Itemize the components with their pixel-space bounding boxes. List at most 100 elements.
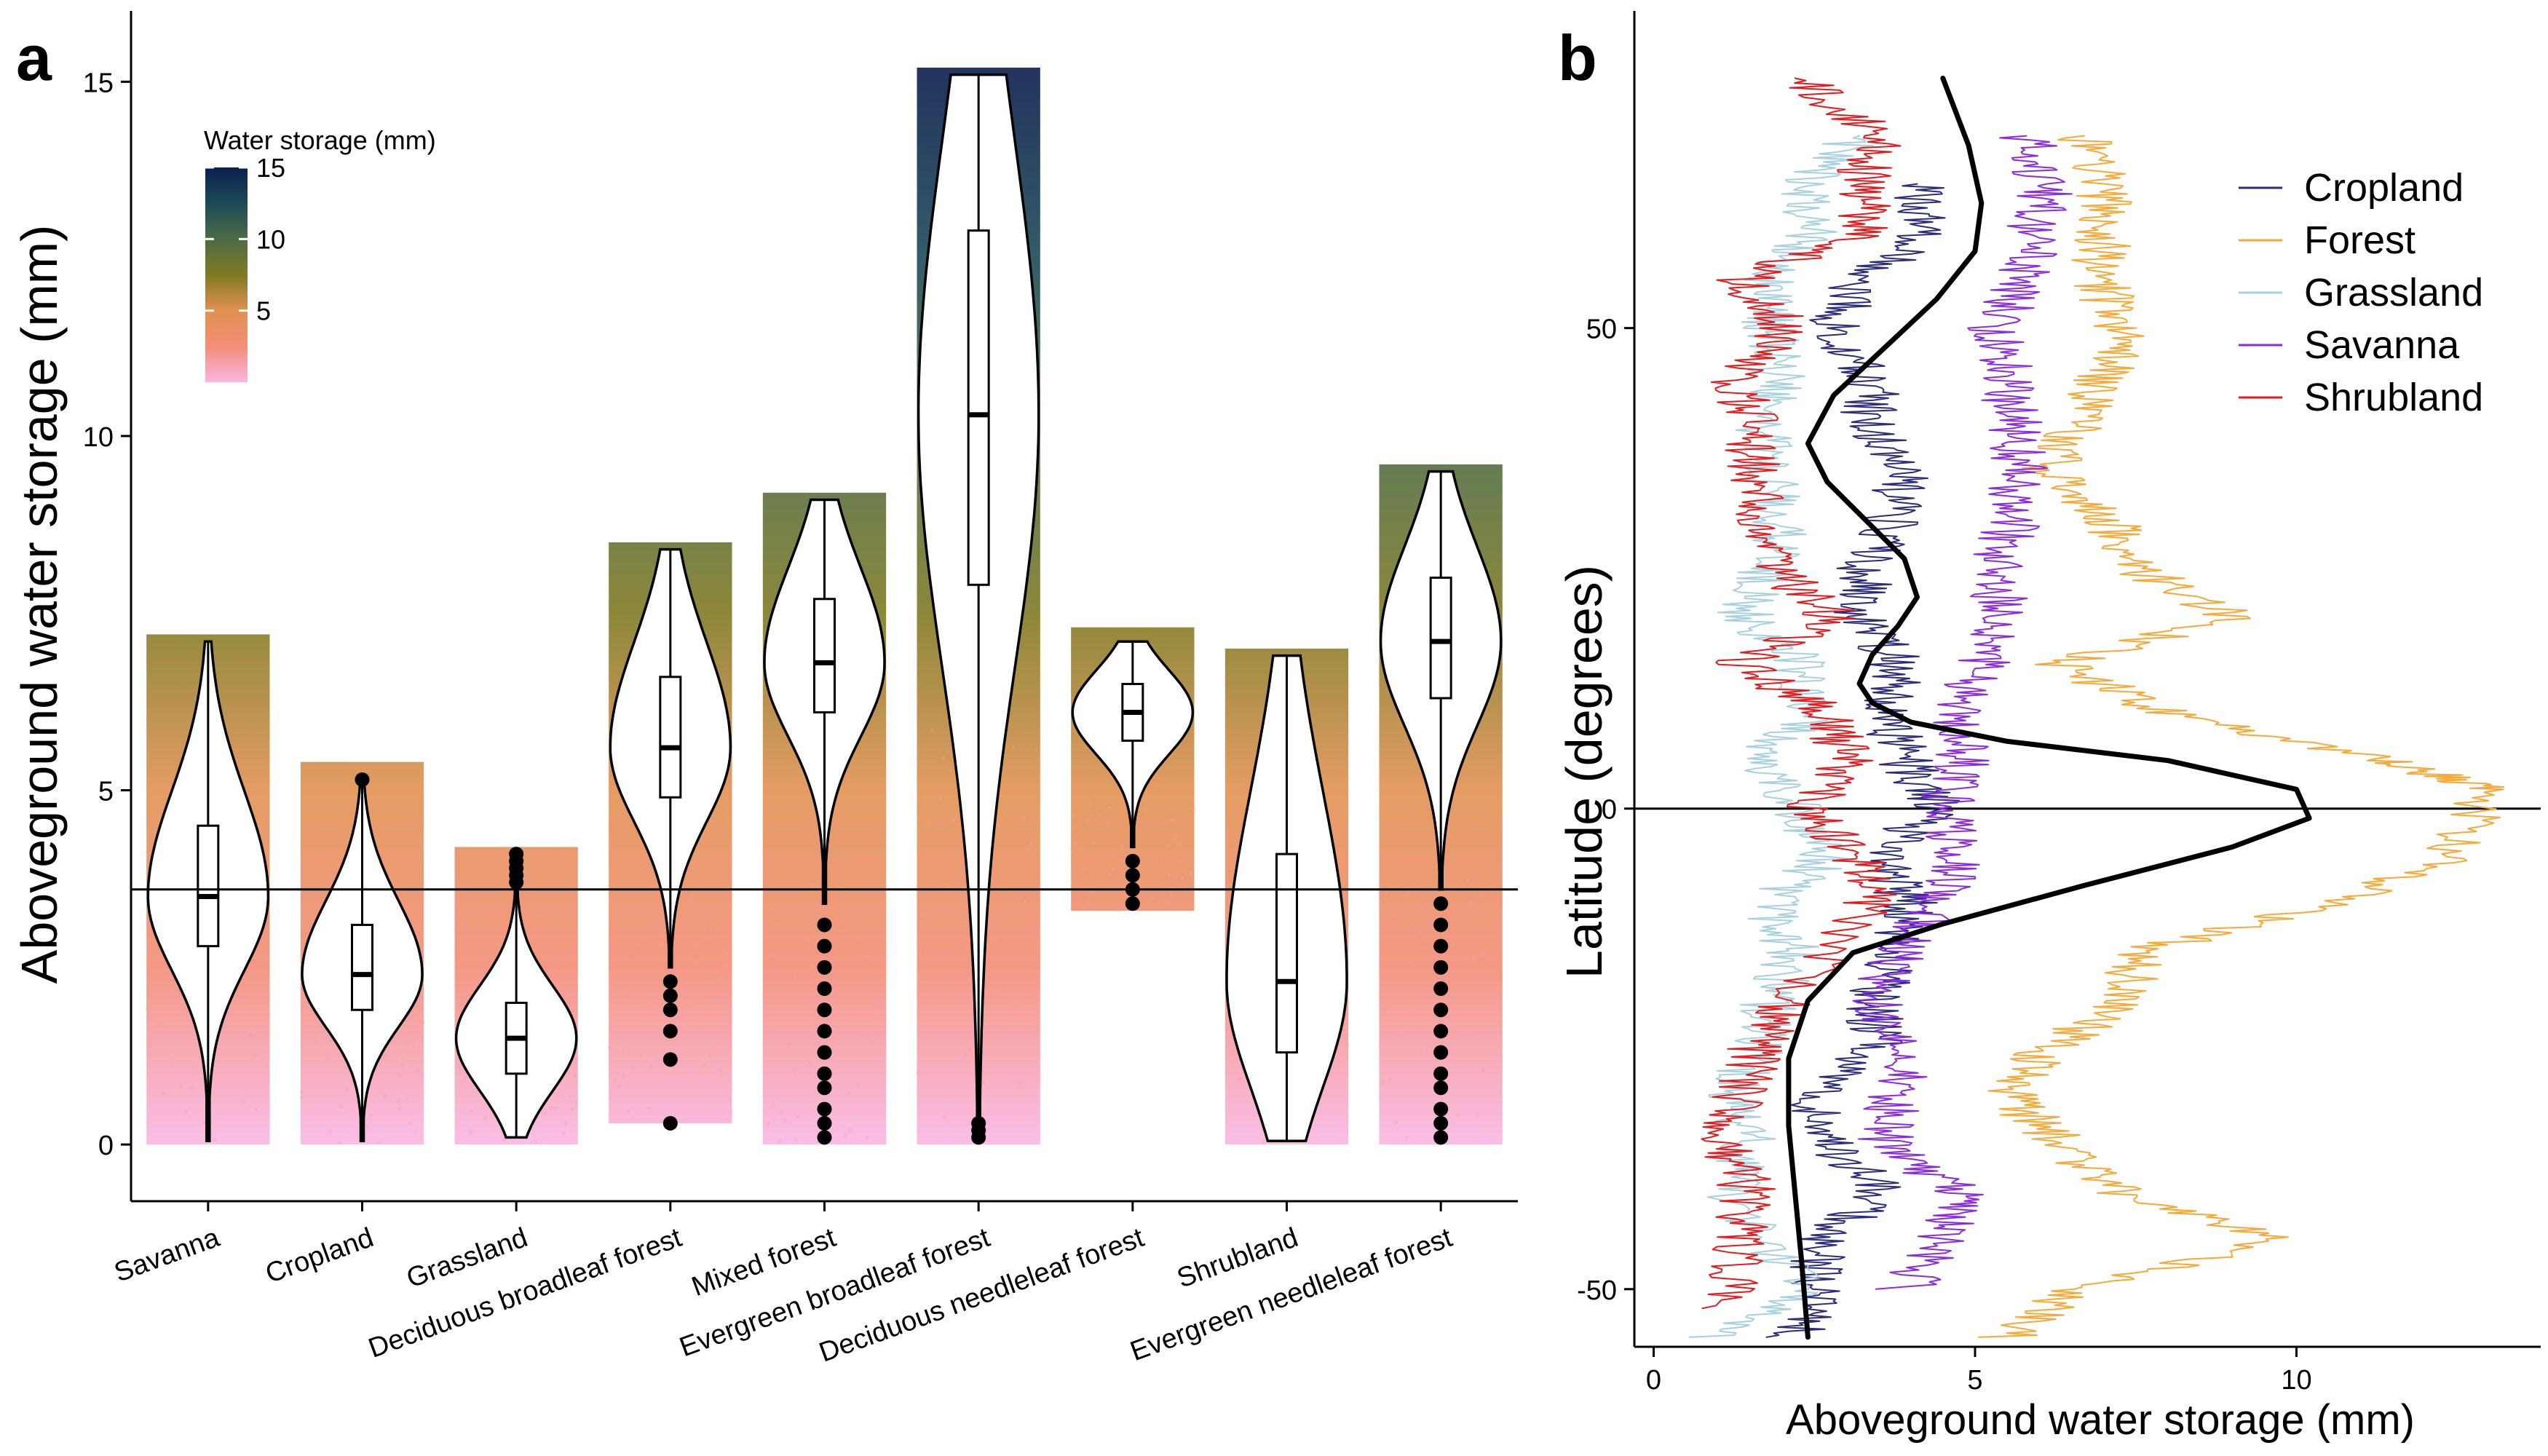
jitter-speck [938, 796, 943, 800]
jitter-speck [553, 1106, 558, 1110]
panel-b-x-tick-label: 10 [2281, 1365, 2311, 1396]
outlier-point [817, 1002, 832, 1018]
jitter-speck [1151, 897, 1155, 901]
outlier-point [817, 917, 832, 933]
jitter-speck [1467, 904, 1471, 909]
jitter-speck [793, 1070, 797, 1075]
jitter-speck [946, 884, 951, 888]
jitter-speck [338, 1141, 342, 1145]
jitter-speck [818, 906, 822, 911]
jitter-speck [1429, 1045, 1433, 1049]
jitter-speck [1238, 1077, 1242, 1081]
jitter-speck [158, 1000, 162, 1004]
panel-b-y-axis-title: Latitude (degrees) [1556, 565, 1613, 978]
jitter-speck [968, 975, 972, 979]
outlier-point [817, 1024, 832, 1039]
jitter-speck [1177, 861, 1182, 866]
jitter-speck [261, 1057, 265, 1061]
violin-group-deciduous-broadleaf-forest [607, 542, 733, 1131]
jitter-speck [997, 823, 1001, 828]
jitter-speck [1382, 1008, 1386, 1013]
jitter-speck [156, 1022, 160, 1026]
jitter-speck [299, 1090, 304, 1094]
jitter-speck [1481, 894, 1485, 898]
jitter-speck [919, 951, 923, 956]
violin-group-evergreen-needleleaf-forest [1378, 464, 1503, 1146]
jitter-speck [365, 1124, 370, 1128]
outlier-point [817, 938, 832, 954]
outlier-point [662, 1115, 678, 1131]
legend-tick-label: 10 [256, 224, 285, 254]
jitter-speck [1033, 990, 1037, 994]
outlier-point [817, 1115, 832, 1131]
jitter-speck [384, 1055, 388, 1059]
jitter-speck [1110, 868, 1115, 872]
jitter-speck [863, 954, 868, 959]
jitter-speck [1074, 843, 1078, 847]
jitter-speck [844, 1134, 848, 1139]
violin-group-cropland [299, 761, 426, 1145]
jitter-speck [708, 1054, 712, 1059]
jitter-speck [685, 1005, 689, 1010]
jitter-speck [1384, 891, 1388, 895]
jitter-speck [660, 933, 665, 938]
jitter-speck [1481, 954, 1486, 958]
jitter-speck [213, 1138, 217, 1142]
jitter-speck [563, 1122, 568, 1126]
outlier-point [817, 960, 832, 975]
jitter-speck [1085, 901, 1090, 905]
jitter-speck [994, 988, 999, 992]
outlier-point [817, 1080, 832, 1096]
outlier-point [1433, 1080, 1449, 1096]
jitter-speck [808, 1061, 812, 1065]
jitter-speck [368, 1113, 373, 1117]
jitter-speck [1029, 842, 1034, 846]
jitter-speck [534, 1139, 538, 1144]
legend-tick-label: 5 [256, 296, 271, 326]
panel-a-y-tick-label: 10 [83, 422, 114, 453]
jitter-speck [314, 1038, 319, 1042]
jitter-speck [617, 1085, 622, 1090]
jitter-speck [867, 1034, 871, 1039]
panel-a: a Aboveground water storage (mm) 051015 … [11, 11, 1518, 1369]
jitter-speck [165, 975, 170, 979]
jitter-speck [1345, 1044, 1350, 1048]
jitter-speck [463, 1076, 467, 1080]
outlier-point [1433, 1115, 1449, 1131]
jitter-speck [400, 1063, 405, 1067]
jitter-speck [689, 895, 694, 900]
jitter-speck [249, 1032, 253, 1037]
outlier-point [817, 1066, 832, 1081]
panel-a-y-tick-label: 0 [98, 1131, 114, 1161]
outlier-point [1433, 1002, 1449, 1018]
jitter-speck [1425, 1049, 1429, 1053]
jitter-speck [919, 911, 923, 916]
jitter-speck [813, 1032, 818, 1037]
jitter-speck [695, 958, 700, 962]
jitter-speck [794, 1138, 798, 1142]
jitter-speck [405, 1095, 409, 1099]
jitter-speck [1180, 877, 1184, 881]
legend-ticks: 5 10 15 [205, 153, 285, 326]
legend-label-forest: Forest [2304, 218, 2416, 262]
jitter-speck [692, 941, 697, 945]
jitter-speck [470, 1110, 474, 1115]
jitter-speck [951, 818, 956, 823]
jitter-speck [377, 1140, 381, 1144]
outlier-point [662, 988, 678, 1003]
outlier-point [662, 974, 678, 989]
outlier-point [817, 1101, 832, 1117]
jitter-speck [719, 976, 723, 980]
jitter-speck [1190, 871, 1194, 876]
violin-group-deciduous-needleleaf-forest [1069, 627, 1196, 912]
jitter-speck [1378, 900, 1382, 904]
jitter-speck [923, 1024, 927, 1028]
outlier-point [817, 981, 832, 997]
jitter-speck [1160, 857, 1165, 861]
jitter-speck [994, 938, 999, 943]
jitter-speck [1097, 812, 1101, 817]
jitter-speck [542, 1112, 547, 1117]
jitter-speck [954, 814, 958, 818]
jitter-speck [1017, 1081, 1021, 1085]
